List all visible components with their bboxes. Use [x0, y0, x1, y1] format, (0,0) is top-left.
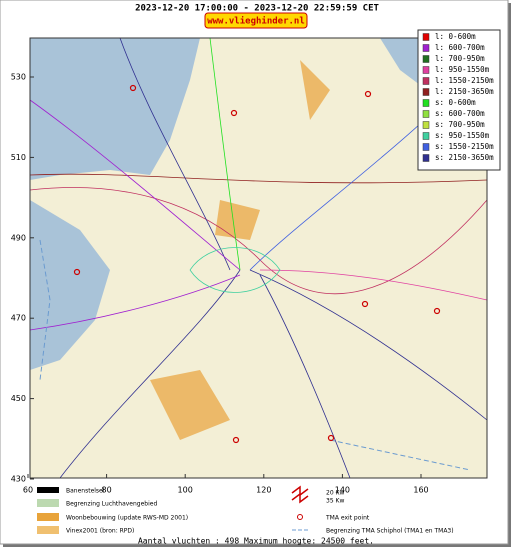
key-housing: Woonbebouwing (update RWS-MD 2001) — [66, 515, 188, 522]
legend-label: l: 1550-2150m — [435, 76, 494, 85]
ticks: 530 510 490 470 450 430 60 80 100 120 140 160 — [11, 73, 429, 495]
y-tick-label: 470 — [11, 314, 26, 323]
housing — [150, 60, 330, 440]
key-runways: Banenstelsel — [66, 488, 105, 495]
site-link[interactable]: www.vlieghinder.nl — [207, 16, 305, 27]
x-tick-label: 160 — [413, 486, 428, 495]
map: 530 510 490 470 450 430 60 80 100 120 140 160 l: 0-… — [11, 29, 501, 495]
legend-label: l: 2150-3650m — [435, 87, 494, 96]
legend-swatch — [422, 132, 430, 140]
site-badge — [204, 12, 308, 29]
legend-label: s: 600-700m — [435, 109, 485, 118]
y-tick-label: 490 — [11, 233, 26, 242]
y-tick-label: 450 — [11, 394, 26, 403]
exit-points — [73, 84, 441, 444]
airport-icon — [37, 499, 59, 507]
legend-label: s: 700-950m — [435, 120, 485, 129]
legend-swatch — [422, 66, 430, 74]
footer: Aantal vluchten : 498 Maximum hoogte: 24… — [138, 537, 374, 546]
y-tick-label: 430 — [11, 475, 26, 484]
x-tick-label: 120 — [256, 486, 271, 495]
map-border — [29, 37, 488, 479]
legend-label: l: 700-950m — [435, 54, 485, 63]
x-tick-label: 100 — [178, 486, 193, 495]
exit-icon — [297, 514, 303, 520]
legend-swatch — [422, 143, 430, 151]
key-airport: Begrenzing Luchthavengebied — [66, 501, 157, 508]
legend-swatch — [422, 154, 430, 162]
legend-swatch — [422, 121, 430, 129]
legend-label: s: 1550-2150m — [435, 142, 494, 151]
key-vinex: Vinex2001 (bron: RPD) — [66, 528, 134, 535]
legend: l: 0-600m l: 600-700m l: 700-950m l: 950-15… — [422, 32, 494, 162]
y-tick-label: 510 — [11, 153, 26, 162]
legend-swatch — [422, 77, 430, 85]
legend-swatch — [422, 55, 430, 63]
x-tick-label: 80 — [102, 486, 112, 495]
north-sea — [30, 38, 200, 180]
key-kw20: 20 Kw — [326, 490, 344, 497]
legend-label: l: 950-1550m — [435, 65, 490, 74]
vinex-icon — [37, 526, 59, 534]
legend-label: l: 600-700m — [435, 43, 485, 52]
key-exit: TMA exit point — [325, 515, 370, 522]
legend-box — [417, 29, 501, 171]
legend-label: s: 950-1550m — [435, 131, 490, 140]
y-tick-label: 530 — [11, 73, 26, 82]
legend-swatch — [422, 99, 430, 107]
runway-icon — [37, 487, 59, 493]
key-kw35: 35 Kw — [326, 498, 344, 505]
x-tick-label: 140 — [335, 486, 350, 495]
legend-swatch — [422, 33, 430, 41]
legend-swatch — [422, 44, 430, 52]
kw-icon — [291, 485, 309, 504]
legend-label: s: 2150-3650m — [435, 153, 494, 162]
legend-swatch — [422, 110, 430, 118]
key: Banenstelsel Begrenzing Luchthavengebied… — [37, 485, 454, 535]
legend-label: l: 0-600m — [435, 32, 476, 41]
legend-swatch — [422, 88, 430, 96]
sea-south — [30, 200, 110, 370]
legend-label: s: 0-600m — [435, 98, 476, 107]
key-tma: Begrenzing TMA Schiphol (TMA1 en TMA3) — [326, 528, 454, 535]
x-tick-label: 60 — [23, 486, 33, 495]
housing-icon — [37, 513, 59, 521]
title: 2023-12-20 17:00:00 - 2023-12-20 22:59:5… — [135, 4, 379, 14]
